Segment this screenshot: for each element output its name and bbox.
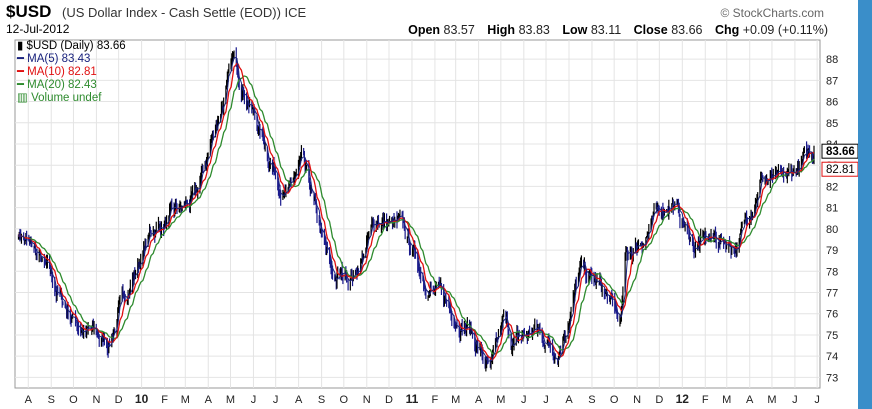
y-tick-label: 85 <box>826 118 838 130</box>
x-tick-label: F <box>432 394 439 406</box>
description: (US Dollar Index - Cash Settle (EOD)) IC… <box>62 5 306 20</box>
close-value-tag-text: 83.66 <box>826 146 855 158</box>
line-swatch-icon: ━ <box>17 53 24 65</box>
plot-area <box>14 39 821 389</box>
close-value: 83.66 <box>671 23 703 37</box>
x-tick-label: A <box>205 394 213 406</box>
x-tick-label: J <box>814 394 820 406</box>
ohlc-readout: Open 83.57 High 83.83 Low 83.11 Close 83… <box>408 23 828 37</box>
y-tick-label: 88 <box>826 54 838 66</box>
x-tick-label: A <box>746 394 754 406</box>
exchange: ICE <box>284 5 307 20</box>
x-tick-label: A <box>475 394 483 406</box>
x-tick-label: S <box>318 394 325 406</box>
ma10-value-tag-text: 82.81 <box>826 164 855 176</box>
y-tick-label: 81 <box>826 203 838 215</box>
legend-ma10: ━ MA(10) 82.81 <box>17 66 126 79</box>
frame-edge <box>858 0 872 409</box>
x-tick-label: F <box>702 394 709 406</box>
open-value: 83.57 <box>443 23 475 37</box>
chart-date: 12-Jul-2012 <box>6 22 70 36</box>
low-value: 83.11 <box>590 23 622 37</box>
x-tick-label: 10 <box>135 392 149 406</box>
chg-label: Chg <box>714 23 740 37</box>
description-text: (US Dollar Index - Cash Settle (EOD)) <box>62 5 281 20</box>
x-tick-label: O <box>340 394 349 406</box>
x-tick-label: A <box>25 394 33 406</box>
x-tick-label: J <box>521 394 527 406</box>
x-tick-label: F <box>161 394 168 406</box>
x-tick-label: D <box>385 394 393 406</box>
x-tick-label: D <box>115 394 123 406</box>
bar-icon: ▮ <box>17 40 24 52</box>
y-tick-label: 86 <box>826 97 838 109</box>
legend-ma20-text: MA(20) 82.43 <box>27 79 97 91</box>
volume-icon: ▥ <box>17 92 28 104</box>
x-tick-label: O <box>610 394 619 406</box>
x-tick-label: N <box>92 394 100 406</box>
legend-main-text: $USD (Daily) 83.66 <box>26 40 126 52</box>
y-tick-label: 73 <box>826 372 838 384</box>
x-tick-label: A <box>565 394 573 406</box>
close-label: Close <box>633 23 668 37</box>
high-value: 83.83 <box>518 23 550 37</box>
ma10-line <box>17 62 815 361</box>
low-label: Low <box>562 23 588 37</box>
x-tick-label: D <box>655 394 663 406</box>
legend-ma5-text: MA(5) 83.43 <box>27 53 91 65</box>
high-label: High <box>487 23 516 37</box>
ma5-line <box>18 56 815 362</box>
legend-ma5: ━ MA(5) 83.43 <box>17 53 126 66</box>
x-tick-label: S <box>588 394 595 406</box>
x-tick-label: 11 <box>406 392 419 406</box>
chart-header: $USD (US Dollar Index - Cash Settle (EOD… <box>0 0 872 40</box>
x-tick-label: 12 <box>676 392 690 406</box>
x-tick-label: O <box>69 394 78 406</box>
x-tick-label: S <box>48 394 55 406</box>
y-tick-label: 82 <box>826 181 838 193</box>
x-tick-label: N <box>633 394 641 406</box>
line-swatch-icon: ━ <box>17 79 24 91</box>
x-tick-label: M <box>496 394 505 406</box>
legend-volume: ▥ Volume undef <box>17 92 126 105</box>
y-tick-label: 87 <box>826 75 838 87</box>
x-tick-label: M <box>451 394 460 406</box>
x-tick-label: M <box>767 394 776 406</box>
legend: ▮ $USD (Daily) 83.66 ━ MA(5) 83.43 ━ MA(… <box>17 40 126 105</box>
x-tick-label: A <box>295 394 303 406</box>
y-tick-label: 77 <box>826 288 838 300</box>
legend-volume-text: Volume undef <box>31 92 102 104</box>
x-tick-label: N <box>363 394 371 406</box>
legend-main: ▮ $USD (Daily) 83.66 <box>17 40 126 53</box>
legend-ma20: ━ MA(20) 82.43 <box>17 79 126 92</box>
x-tick-label: J <box>251 394 257 406</box>
x-tick-label: M <box>722 394 731 406</box>
y-tick-label: 79 <box>826 245 838 257</box>
y-tick-label: 80 <box>826 224 838 236</box>
symbol: $USD <box>6 2 52 21</box>
x-tick-label: J <box>273 394 279 406</box>
x-tick-label: J <box>543 394 549 406</box>
legend-ma10-text: MA(10) 82.81 <box>27 66 97 78</box>
y-tick-label: 75 <box>826 330 838 342</box>
brand-link[interactable]: © StockCharts.com <box>720 6 824 20</box>
open-label: Open <box>408 23 441 37</box>
chg-value: +0.09 (+0.11%) <box>742 23 828 37</box>
y-tick-label: 78 <box>826 266 838 278</box>
x-tick-label: M <box>181 394 190 406</box>
x-tick-label: J <box>792 394 798 406</box>
y-tick-label: 76 <box>826 309 838 321</box>
line-swatch-icon: ━ <box>17 66 24 78</box>
x-tick-label: M <box>226 394 235 406</box>
y-tick-label: 74 <box>826 351 838 363</box>
